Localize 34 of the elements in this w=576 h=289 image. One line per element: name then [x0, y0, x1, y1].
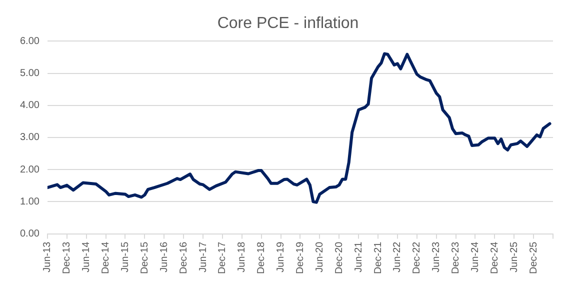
x-tick-label: Jun-22 — [392, 241, 404, 272]
y-tick-label: 6.00 — [20, 36, 40, 47]
x-tick-label: Jun-17 — [198, 241, 209, 272]
x-tick-label: Jun-19 — [276, 241, 287, 272]
x-tick-label: Jun-18 — [236, 241, 248, 272]
x-tick-label: Dec-17 — [217, 241, 228, 274]
x-tick-label: Dec-24 — [489, 241, 500, 274]
x-tick-label: Dec-13 — [62, 241, 73, 274]
x-tick-label: Dec-22 — [412, 241, 423, 274]
x-tick-label: Dec-20 — [334, 241, 345, 274]
x-tick-label: Jun-24 — [470, 241, 481, 272]
x-tick-label: Jun-15 — [120, 241, 131, 272]
x-tick-label: Dec-25 — [528, 241, 540, 274]
x-tick-label: Dec-19 — [294, 241, 306, 274]
x-tick-label: Jun-14 — [81, 241, 92, 272]
x-tick-label: Dec-23 — [450, 241, 462, 274]
x-tick-label: Jun-20 — [314, 241, 326, 272]
y-tick-label: 0.00 — [20, 228, 40, 240]
x-tick-label: Dec-21 — [372, 241, 384, 274]
x-tick-label: Jun-16 — [158, 241, 170, 272]
x-tick-label: Dec-18 — [256, 241, 268, 274]
x-tick-label: Jun-21 — [353, 241, 364, 272]
x-tick-label: Dec-15 — [139, 241, 150, 274]
y-tick-label: 1.00 — [20, 196, 40, 208]
x-tick-label: Dec-16 — [178, 241, 190, 274]
y-tick-label: 3.00 — [20, 132, 40, 144]
x-tick-label: Jun-13 — [42, 241, 54, 272]
x-tick-label: Dec-14 — [100, 241, 112, 274]
y-tick-label: 2.00 — [20, 164, 40, 176]
y-tick-label: 5.00 — [20, 68, 40, 80]
x-tick-label: Jun-25 — [508, 241, 520, 272]
chart-title: Core PCE - inflation — [217, 15, 359, 32]
y-tick-label: 4.00 — [20, 100, 40, 112]
x-tick-label: Jun-23 — [431, 241, 442, 272]
